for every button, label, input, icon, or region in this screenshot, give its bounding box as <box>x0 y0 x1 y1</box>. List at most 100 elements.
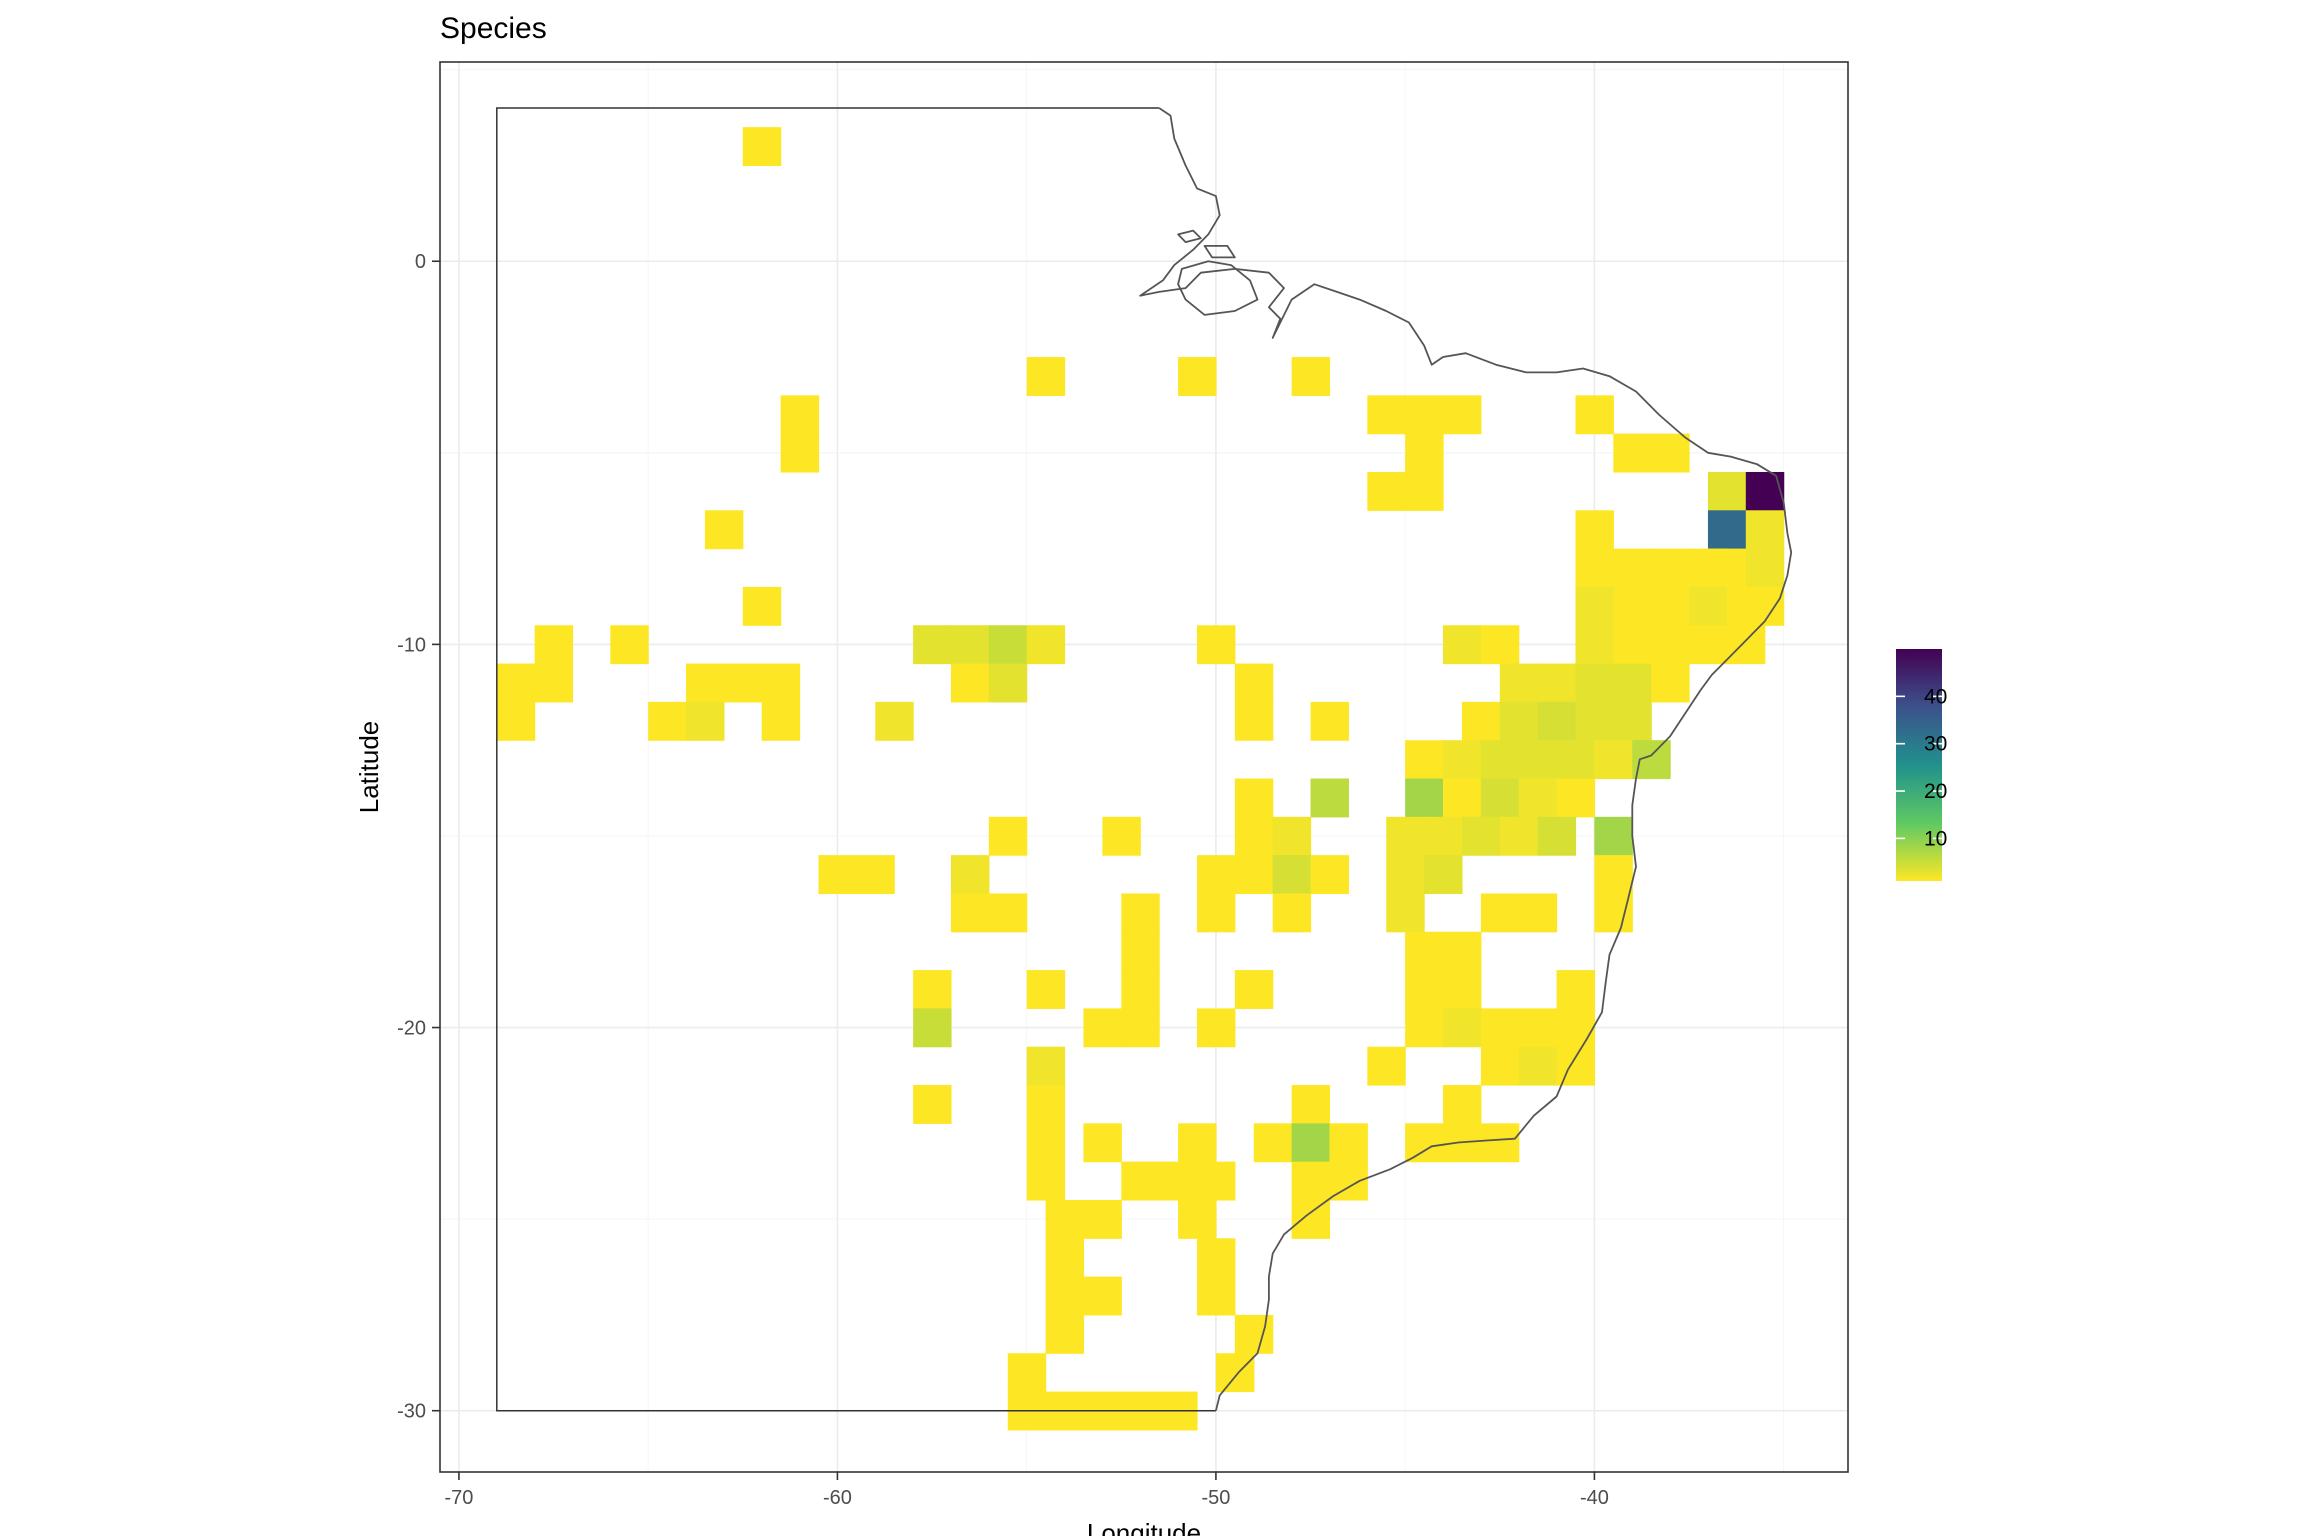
richness-cell <box>875 701 914 741</box>
richness-cell <box>1613 663 1652 703</box>
richness-cell <box>1613 548 1652 588</box>
panel-border <box>439 61 1849 1473</box>
richness-cell <box>1575 701 1614 741</box>
richness-cell <box>1405 1008 1444 1048</box>
richness-cell <box>1575 548 1614 588</box>
richness-cell <box>1007 1353 1047 1393</box>
richness-cell <box>1405 740 1444 780</box>
richness-cell <box>1480 893 1520 933</box>
richness-cell <box>1178 1123 1217 1163</box>
richness-cell <box>950 663 990 703</box>
richness-cell <box>1689 586 1728 626</box>
richness-cell <box>1405 1123 1444 1163</box>
richness-cell <box>1367 395 1406 435</box>
richness-cell <box>1424 816 1463 856</box>
richness-cell <box>1196 625 1236 665</box>
richness-cell <box>1575 625 1614 665</box>
richness-cell <box>1234 855 1274 895</box>
richness-cell <box>1291 1161 1331 1201</box>
richness-cell <box>723 663 763 703</box>
richness-cell <box>1159 1161 1198 1201</box>
richness-cell <box>913 970 952 1009</box>
richness-cell <box>1196 855 1236 895</box>
richness-cell <box>1026 625 1066 665</box>
delta-island-outline <box>1177 260 1259 316</box>
richness-cell <box>1537 663 1577 703</box>
richness-cell <box>648 701 687 741</box>
richness-cell <box>1424 855 1463 895</box>
richness-cell <box>1045 1199 1085 1239</box>
richness-cell <box>1651 433 1690 473</box>
richness-cell <box>1196 893 1236 933</box>
richness-cell <box>1329 1123 1368 1163</box>
richness-cell <box>610 625 649 665</box>
richness-cell <box>1443 931 1482 971</box>
richness-cell <box>988 816 1028 856</box>
richness-cell <box>1556 1008 1596 1048</box>
richness-cell <box>1651 625 1690 665</box>
richness-cell <box>1443 1008 1482 1048</box>
richness-cell <box>1556 970 1596 1009</box>
richness-cell <box>1121 893 1160 933</box>
richness-cell <box>913 625 952 665</box>
richness-cell <box>1480 778 1520 818</box>
x-tick-label: -50 <box>1201 1487 1230 1509</box>
richness-cell <box>1026 1123 1066 1163</box>
study-area-boundary <box>496 107 1216 1412</box>
richness-cell <box>1083 1199 1122 1239</box>
richness-cell <box>1310 778 1349 818</box>
richness-cell <box>1745 548 1785 588</box>
richness-cell <box>1196 1276 1236 1316</box>
richness-cell <box>1026 1161 1066 1201</box>
legend-label: 10 <box>1924 827 1947 850</box>
richness-cell <box>1045 1314 1085 1354</box>
richness-cell <box>534 663 574 703</box>
richness-cell <box>1594 855 1633 895</box>
richness-cell <box>686 701 725 741</box>
richness-cell <box>780 395 820 435</box>
richness-cell <box>1443 778 1482 818</box>
richness-cell <box>1518 1046 1558 1086</box>
delta-island-outline <box>1177 229 1202 243</box>
richness-cell <box>1045 1238 1085 1278</box>
richness-cell <box>780 433 820 473</box>
richness-cell <box>1575 586 1614 626</box>
richness-cell <box>1518 740 1558 780</box>
richness-cell <box>1443 970 1482 1009</box>
richness-cell <box>1556 1046 1596 1086</box>
richness-cell <box>988 663 1028 703</box>
richness-cell <box>1386 893 1425 933</box>
richness-cell <box>1234 970 1274 1009</box>
richness-cell <box>988 625 1028 665</box>
richness-cell <box>1480 740 1520 780</box>
richness-cell <box>1575 395 1614 435</box>
richness-cell <box>1196 1008 1236 1048</box>
richness-cell <box>761 663 801 703</box>
richness-cell <box>1026 970 1066 1009</box>
richness-cell <box>1594 740 1633 780</box>
richness-cell <box>1405 931 1444 971</box>
x-tick-label: -60 <box>823 1487 852 1509</box>
richness-cell <box>1405 471 1444 511</box>
richness-cell <box>1083 1008 1122 1048</box>
richness-cell <box>1480 1046 1520 1086</box>
x-tick-label: -70 <box>444 1487 473 1509</box>
richness-cell <box>818 855 857 895</box>
richness-cell <box>1405 433 1444 473</box>
y-axis: 0 -10 -20 -30 <box>397 251 440 1423</box>
richness-cell <box>1405 778 1444 818</box>
richness-cell <box>988 893 1028 933</box>
richness-cell <box>1310 701 1349 741</box>
richness-cell <box>1726 625 1766 665</box>
y-tick-label: -30 <box>397 1401 426 1423</box>
richness-cell <box>1178 1199 1217 1239</box>
legend-label: 40 <box>1924 685 1947 708</box>
x-axis: -70 -60 -50 -40 <box>444 1472 1609 1509</box>
richness-cell <box>1121 1161 1160 1201</box>
richness-cell <box>1594 893 1633 933</box>
coastline <box>1139 107 1793 1411</box>
richness-cell <box>1367 471 1406 511</box>
richness-cell <box>686 663 725 703</box>
richness-cell <box>1613 586 1652 626</box>
richness-cell <box>1499 816 1539 856</box>
